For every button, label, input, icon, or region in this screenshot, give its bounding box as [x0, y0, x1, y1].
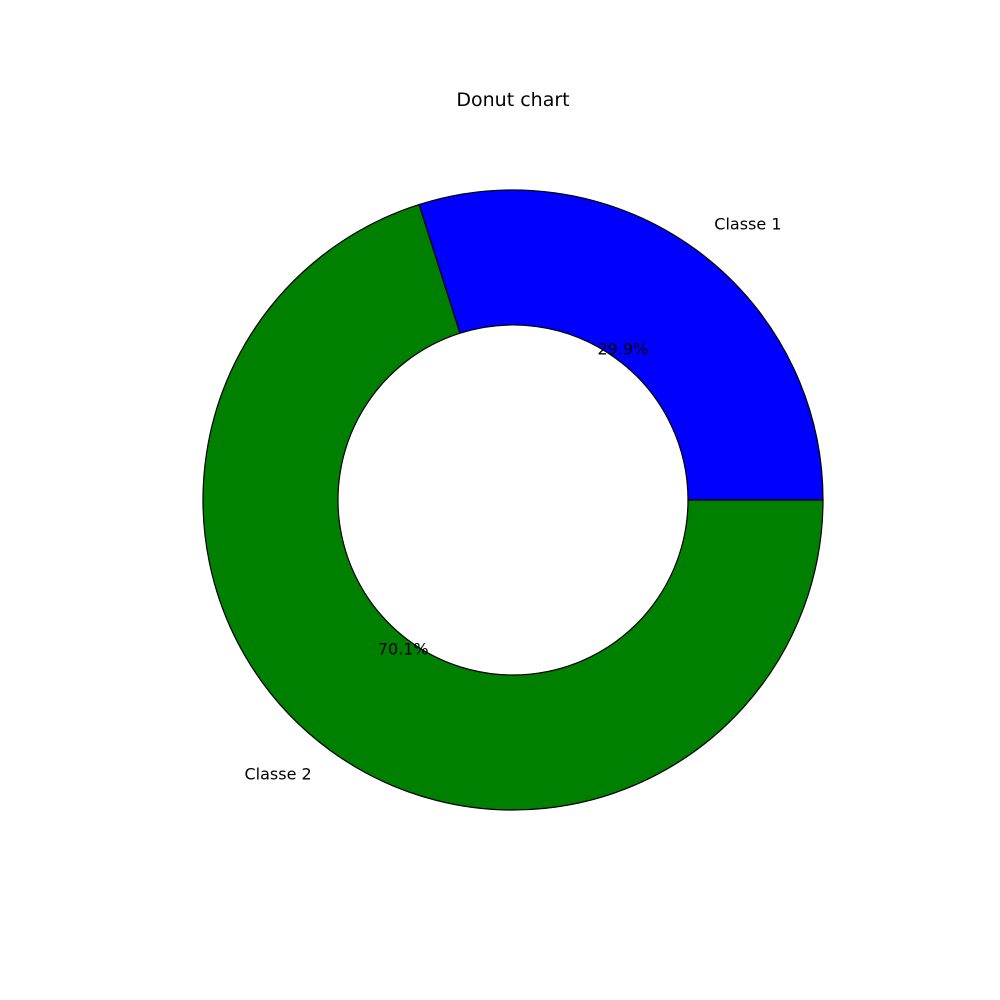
donut-slice-2	[202, 203, 824, 811]
percent-label-1: 29.9%	[597, 339, 648, 358]
donut-slice-1	[418, 189, 824, 501]
chart-title: Donut chart	[456, 89, 569, 111]
slice-label-2: Classe 2	[244, 765, 311, 784]
label-group: Classe 1 29.9% Classe 2 70.1%	[244, 214, 781, 783]
slice-group	[202, 189, 824, 811]
percent-label-2: 70.1%	[378, 640, 429, 659]
slice-label-1: Classe 1	[714, 214, 781, 233]
